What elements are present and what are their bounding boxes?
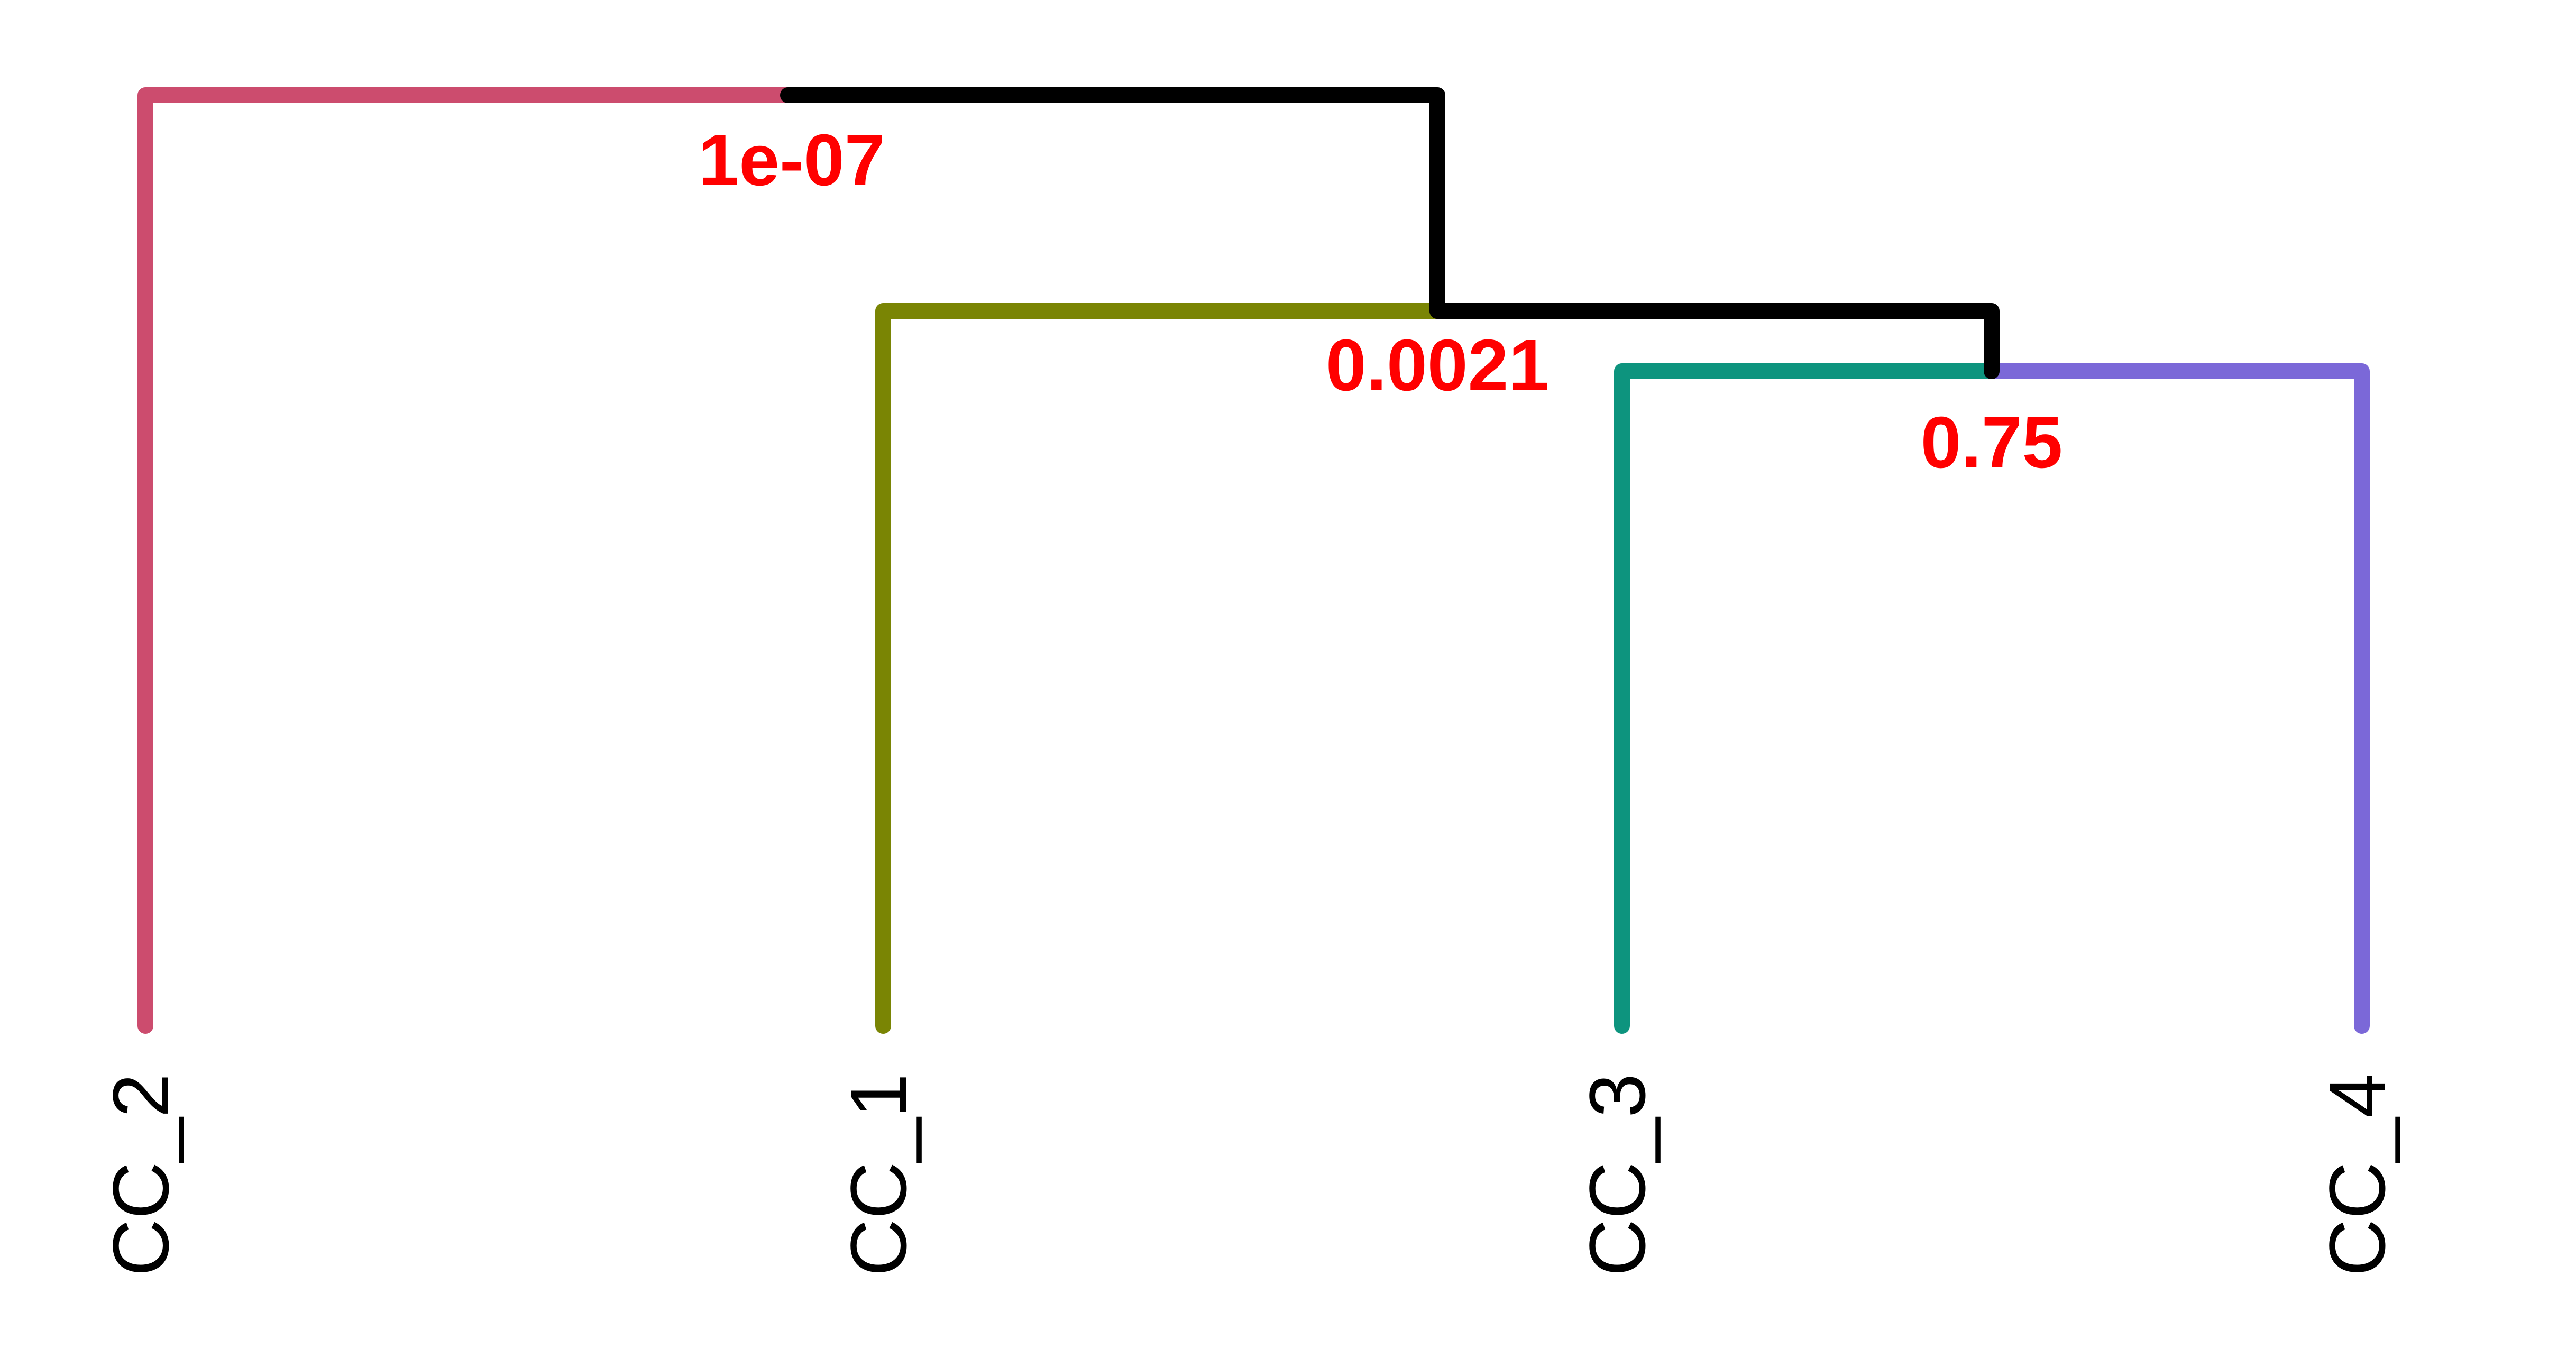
leaf-label-cc3: CC_3 [1573,1073,1662,1277]
branch-cc1 [875,303,1445,1034]
branch-internal-root [780,87,1445,319]
branch-cc2 [137,87,796,1034]
leaf-label-cc4: CC_4 [2313,1073,2401,1277]
branch-internal-1-34 [1429,303,2000,379]
leaf-label-cc2: CC_2 [96,1073,185,1277]
pvalue-root: 1e-07 [699,120,885,201]
pvalue-34: 0.75 [1921,402,2063,483]
branch-cc4 [1984,363,2370,1034]
leaf-label-cc1: CC_1 [834,1073,923,1277]
pvalue-1-34: 0.0021 [1326,325,1549,406]
branch-cc3 [1614,363,2000,1034]
